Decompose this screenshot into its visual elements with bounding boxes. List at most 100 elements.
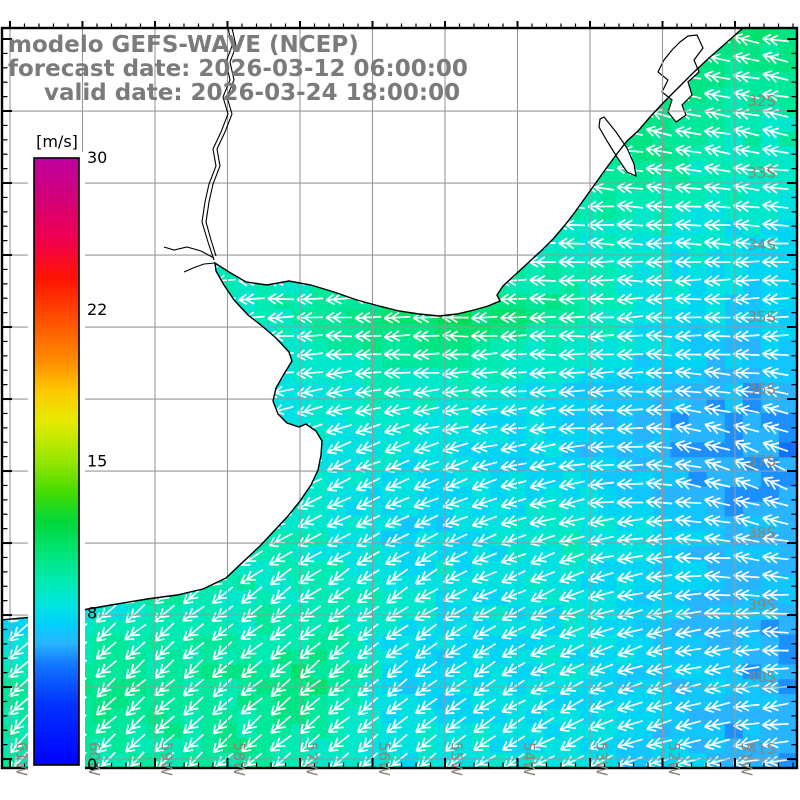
wind-arrow bbox=[268, 550, 293, 566]
wind-speed-cell bbox=[489, 472, 509, 488]
wind-speed-cell bbox=[110, 738, 129, 754]
wind-arrow bbox=[645, 144, 673, 157]
wind-arrow bbox=[703, 256, 731, 268]
wind-arrow bbox=[645, 237, 673, 250]
wind-speed-cell bbox=[652, 338, 672, 355]
wind-arrow bbox=[646, 755, 672, 768]
wind-speed-cell bbox=[760, 353, 780, 369]
wind-arrow bbox=[238, 293, 265, 306]
wind-arrow bbox=[328, 567, 350, 586]
wind-arrow bbox=[645, 256, 673, 269]
wind-speed-cell bbox=[688, 649, 708, 665]
wind-arrow bbox=[762, 89, 789, 102]
wind-speed-cell bbox=[200, 694, 220, 710]
wind-arrow bbox=[645, 422, 673, 435]
wind-arrow bbox=[733, 495, 760, 509]
wind-arrow bbox=[183, 733, 204, 753]
wind-arrow bbox=[183, 659, 204, 680]
wind-speed-cell bbox=[706, 649, 726, 665]
wind-speed-cell bbox=[544, 472, 563, 488]
wind-arrow bbox=[473, 660, 496, 678]
wind-speed-cell bbox=[471, 412, 491, 429]
wind-speed-cell bbox=[471, 427, 491, 443]
wind-arrow bbox=[472, 606, 497, 622]
wind-speed-cell bbox=[742, 723, 762, 739]
wind-arrow bbox=[414, 550, 438, 566]
wind-arrow bbox=[529, 367, 556, 380]
wind-speed-cell bbox=[417, 694, 437, 710]
wind-speed-cell bbox=[652, 738, 672, 754]
wind-arrow bbox=[674, 237, 702, 250]
wind-speed-cell bbox=[724, 634, 744, 651]
wind-speed-cell bbox=[652, 516, 672, 532]
wind-arrow bbox=[385, 697, 409, 715]
wind-speed-cell bbox=[309, 575, 328, 591]
wind-speed-cell bbox=[525, 649, 545, 665]
wind-arrow bbox=[357, 623, 379, 642]
wind-arrow bbox=[383, 367, 411, 379]
wind-speed-cell bbox=[742, 72, 762, 88]
wind-arrow bbox=[587, 478, 615, 491]
wind-arrow bbox=[443, 643, 468, 659]
wind-arrow bbox=[703, 200, 731, 213]
wind-speed-cell bbox=[254, 620, 274, 636]
wind-speed-cell bbox=[778, 353, 797, 369]
wind-arrow bbox=[704, 144, 731, 157]
wind-speed-cell bbox=[453, 501, 473, 517]
wind-speed-cell bbox=[634, 235, 653, 251]
wind-speed-cell bbox=[254, 694, 274, 710]
wind-arrow bbox=[645, 274, 673, 287]
wind-speed-cell bbox=[345, 694, 364, 710]
wind-arrow bbox=[296, 330, 324, 343]
wind-speed-cell bbox=[471, 338, 491, 355]
wind-speed-cell bbox=[742, 146, 762, 162]
wind-arrow bbox=[442, 496, 468, 510]
wind-arrow bbox=[385, 605, 409, 622]
wind-speed-cell bbox=[544, 412, 563, 429]
wind-speed-cell bbox=[92, 620, 111, 636]
wind-speed-cell bbox=[562, 279, 581, 295]
wind-arrow bbox=[413, 514, 439, 529]
wind-arrow bbox=[674, 163, 702, 176]
wind-arrow bbox=[703, 311, 731, 324]
wind-arrow bbox=[675, 700, 702, 713]
wind-arrow bbox=[616, 459, 644, 472]
wind-arrow bbox=[675, 421, 702, 435]
wind-arrow bbox=[384, 515, 410, 529]
wind-arrow bbox=[674, 533, 702, 546]
wind-speed-cell bbox=[652, 664, 672, 680]
wind-arrow bbox=[355, 422, 381, 436]
wind-arrow bbox=[212, 640, 233, 661]
wind-arrow bbox=[587, 607, 614, 621]
wind-speed-cell bbox=[652, 560, 672, 577]
wind-speed-cell bbox=[544, 649, 563, 665]
wind-arrow bbox=[530, 570, 556, 584]
wind-arrow bbox=[296, 348, 324, 361]
wind-arrow bbox=[240, 624, 264, 641]
wind-arrow bbox=[733, 551, 760, 564]
wind-speed-cell bbox=[724, 723, 744, 739]
wind-arrow bbox=[328, 752, 350, 768]
wind-speed-cell bbox=[688, 694, 708, 710]
wind-arrow bbox=[326, 532, 352, 548]
wind-speed-cell bbox=[670, 190, 690, 207]
wind-arrow bbox=[762, 700, 789, 713]
wind-speed-cell bbox=[634, 161, 653, 177]
wind-arrow bbox=[703, 181, 731, 194]
wind-speed-cell bbox=[688, 368, 708, 384]
wind-arrow bbox=[501, 735, 526, 751]
colorbar-tick-label: 8 bbox=[87, 603, 97, 622]
wind-arrow bbox=[733, 532, 760, 546]
wind-arrow bbox=[154, 640, 175, 661]
wind-arrow bbox=[269, 734, 292, 752]
wind-speed-cell bbox=[652, 294, 672, 310]
wind-speed-cell bbox=[345, 427, 364, 443]
wind-arrow bbox=[501, 606, 526, 622]
wind-speed-cell bbox=[489, 338, 509, 355]
wind-arrow bbox=[588, 700, 614, 714]
wind-speed-cell bbox=[724, 264, 744, 281]
wind-arrow bbox=[646, 626, 672, 639]
wind-speed-cell bbox=[489, 383, 509, 399]
wind-arrow bbox=[357, 660, 379, 679]
